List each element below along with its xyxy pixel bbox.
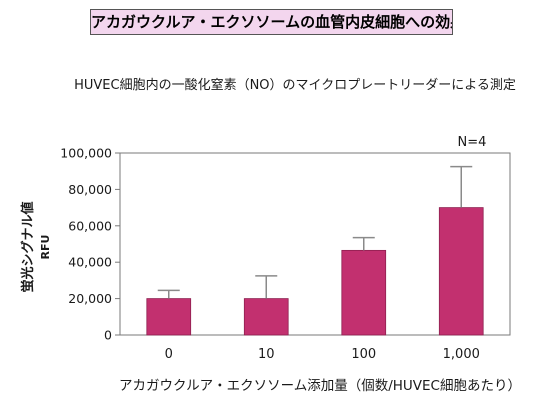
y-axis-tick-label: 60,000 <box>68 218 112 233</box>
sample-size-annotation: N=4 <box>458 135 487 150</box>
bar <box>341 249 387 336</box>
y-axis-tick-labels: 0 20,000 40,000 60,000 80,000 100,000 <box>60 146 112 343</box>
x-axis-tick-label: 0 <box>165 347 173 362</box>
y-axis-tick-label: 0 <box>104 328 112 343</box>
y-axis-ticks <box>115 152 120 336</box>
y-axis-tick-label: 80,000 <box>68 182 112 197</box>
bar <box>146 298 192 336</box>
chart-subtitle: HUVEC細胞内の一酸化窒素（NO）のマイクロプレートリーダーによる測定 <box>74 77 516 93</box>
x-axis-tick-label: 100 <box>351 347 376 362</box>
x-axis-label: アカガウクルア・エクソソーム添加量（個数/HUVEC細胞あたり） <box>119 378 521 394</box>
y-axis-unit-label: RFU <box>39 235 52 260</box>
bar-series <box>146 207 484 336</box>
x-axis-tick-labels: 0 10 100 1,000 <box>165 347 480 362</box>
y-axis-tick-label: 40,000 <box>68 255 112 270</box>
chart-title-box: アカガウクルア・エクソソームの血管内皮細胞への効果 <box>90 9 453 35</box>
error-bars <box>157 165 473 299</box>
y-axis-tick-label: 100,000 <box>60 146 112 161</box>
x-axis-tick-label: 10 <box>258 347 275 362</box>
bar <box>438 207 484 336</box>
bar <box>243 298 289 336</box>
x-axis-tick-label: 1,000 <box>443 347 480 362</box>
plot-area-frame <box>119 152 511 336</box>
y-axis-tick-label: 20,000 <box>68 291 112 306</box>
y-axis-label: 蛍光シグナル値 <box>20 201 36 292</box>
